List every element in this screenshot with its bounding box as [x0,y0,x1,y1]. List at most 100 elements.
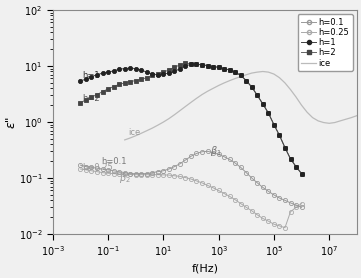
h=1 [84,78,88,81]
h=1 [139,68,143,72]
h=1 [222,67,226,70]
h=1 [205,64,210,67]
h=0.1 [172,165,177,168]
Text: h=0.25: h=0.25 [83,163,113,172]
h=1 [211,65,215,68]
ice [161,120,166,124]
Y-axis label: ε": ε" [4,116,17,128]
ice [244,73,248,76]
h=0.1 [277,196,282,200]
h=2 [277,134,282,137]
h=1 [227,68,232,72]
h=1 [106,70,110,74]
ice [123,138,127,142]
Line: h=0.25: h=0.25 [78,167,304,230]
Line: h=2: h=2 [78,61,304,176]
Legend: h=0.1, h=0.25, h=1, h=2, ice: h=0.1, h=0.25, h=1, h=2, ice [298,14,353,71]
h=2 [139,78,143,81]
h=2 [84,98,88,101]
ice [310,116,315,119]
Text: $\beta_2$: $\beta_2$ [119,171,131,185]
h=2 [194,63,199,66]
h=0.1 [100,167,105,171]
h=2 [233,70,238,74]
h=2 [244,79,248,82]
ice [194,97,199,100]
h=2 [217,66,221,69]
h=0.1 [161,169,166,172]
h=0.1 [283,199,287,202]
Text: h=1: h=1 [83,71,100,80]
h=0.25 [144,173,149,176]
h=0.1 [233,162,238,165]
h=0.25 [266,220,270,223]
h=2 [123,81,127,85]
h=0.1 [117,170,121,173]
h=0.25 [139,173,143,176]
h=0.25 [239,202,243,205]
ice [272,72,276,76]
h=0.25 [244,206,248,209]
h=0.1 [128,172,132,175]
h=2 [261,102,265,106]
h=1 [134,67,138,70]
ice [316,119,320,123]
h=0.1 [250,177,254,180]
ice [172,113,177,116]
ice [156,123,160,127]
h=0.1 [222,155,226,158]
h=2 [167,68,171,72]
h=0.25 [183,176,188,179]
h=0.25 [128,173,132,176]
h=2 [255,94,260,97]
h=1 [117,68,121,71]
h=0.1 [255,181,260,185]
h=0.1 [112,169,116,172]
ice [178,109,182,112]
h=0.25 [250,209,254,212]
h=0.25 [194,179,199,183]
ice [205,90,210,93]
h=1 [172,70,177,73]
h=2 [172,66,177,69]
h=0.1 [189,155,193,158]
h=0.25 [84,168,88,172]
h=2 [95,93,99,96]
ice [327,122,331,125]
h=0.25 [123,173,127,176]
h=2 [272,123,276,126]
h=0.1 [194,152,199,155]
h=1 [244,79,248,82]
h=1 [200,63,204,66]
ice [211,87,215,90]
ice [355,114,359,117]
h=0.25 [112,172,116,175]
h=0.1 [217,153,221,156]
h=0.25 [161,173,166,177]
h=2 [294,165,298,168]
Line: h=1: h=1 [78,62,304,176]
h=2 [89,95,93,99]
h=0.25 [100,171,105,174]
ice [299,103,304,107]
h=0.1 [288,201,293,205]
h=0.25 [227,195,232,198]
ice [222,81,226,85]
h=0.25 [200,181,204,185]
h=0.1 [244,171,248,174]
h=1 [294,165,298,168]
h=2 [156,72,160,76]
h=0.25 [211,186,215,190]
ice [200,93,204,96]
ice [139,131,143,135]
h=1 [95,73,99,76]
h=0.1 [299,206,304,209]
h=0.1 [150,171,155,174]
h=1 [283,146,287,149]
h=0.25 [106,172,110,175]
h=1 [100,71,105,75]
h=0.25 [117,172,121,176]
Line: h=0.1: h=0.1 [78,149,304,209]
h=0.25 [222,192,226,195]
h=0.1 [123,171,127,174]
